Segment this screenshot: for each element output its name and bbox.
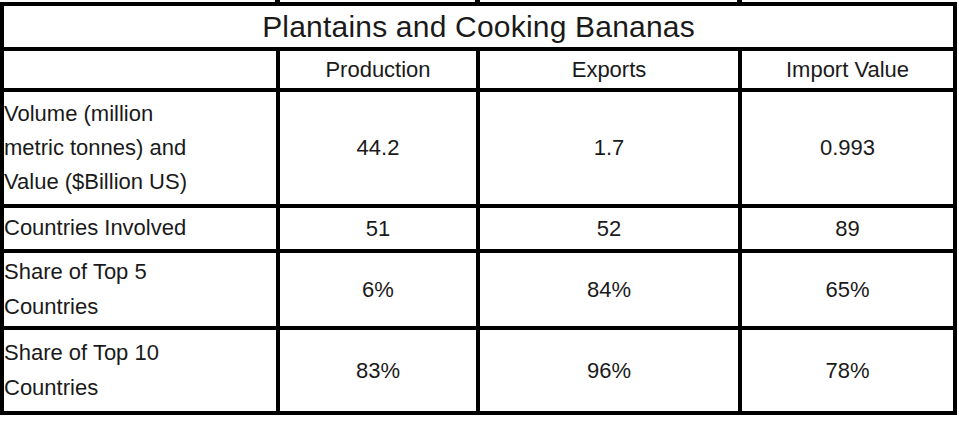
table-row: Countries Involved 51 52 89 (2, 206, 955, 251)
value-cell: 65% (740, 251, 955, 328)
row-label-line: Share of Top 10 (4, 336, 276, 370)
header-cell-exports: Exports (478, 49, 740, 90)
value-cell: 52 (478, 206, 740, 251)
table-row: Share of Top 10 Countries 83% 96% 78% (2, 328, 955, 413)
table-row: Plantains and Cooking Bananas (2, 4, 955, 49)
value-cell: 89 (740, 206, 955, 251)
table-screenshot: Plantains and Cooking Bananas Production… (0, 0, 959, 422)
plantains-data-table: Plantains and Cooking Bananas Production… (0, 2, 957, 415)
value-cell: 0.993 (740, 90, 955, 206)
header-cell-import-value: Import Value (740, 49, 955, 90)
row-label: Volume (million metric tonnes) and Value… (2, 90, 278, 206)
row-label-line: Value ($Billion US) (4, 165, 276, 199)
value-cell: 84% (478, 251, 740, 328)
table-row: Volume (million metric tonnes) and Value… (2, 90, 955, 206)
value-cell: 6% (278, 251, 478, 328)
value-cell: 44.2 (278, 90, 478, 206)
value-cell: 78% (740, 328, 955, 413)
header-cell-empty (2, 49, 278, 90)
table-row: Share of Top 5 Countries 6% 84% 65% (2, 251, 955, 328)
value-cell: 51 (278, 206, 478, 251)
row-label-line: Countries Involved (4, 211, 276, 245)
value-cell: 1.7 (478, 90, 740, 206)
table-row: Production Exports Import Value (2, 49, 955, 90)
row-label-line: Countries (4, 371, 276, 405)
row-label: Share of Top 5 Countries (2, 251, 278, 328)
row-label: Share of Top 10 Countries (2, 328, 278, 413)
row-label: Countries Involved (2, 206, 278, 251)
header-cell-production: Production (278, 49, 478, 90)
value-cell: 83% (278, 328, 478, 413)
row-label-line: Volume (million (4, 97, 276, 131)
row-label-line: Share of Top 5 (4, 255, 276, 289)
row-label-line: metric tonnes) and (4, 131, 276, 165)
table-title: Plantains and Cooking Bananas (2, 4, 955, 49)
row-label-line: Countries (4, 290, 276, 324)
value-cell: 96% (478, 328, 740, 413)
